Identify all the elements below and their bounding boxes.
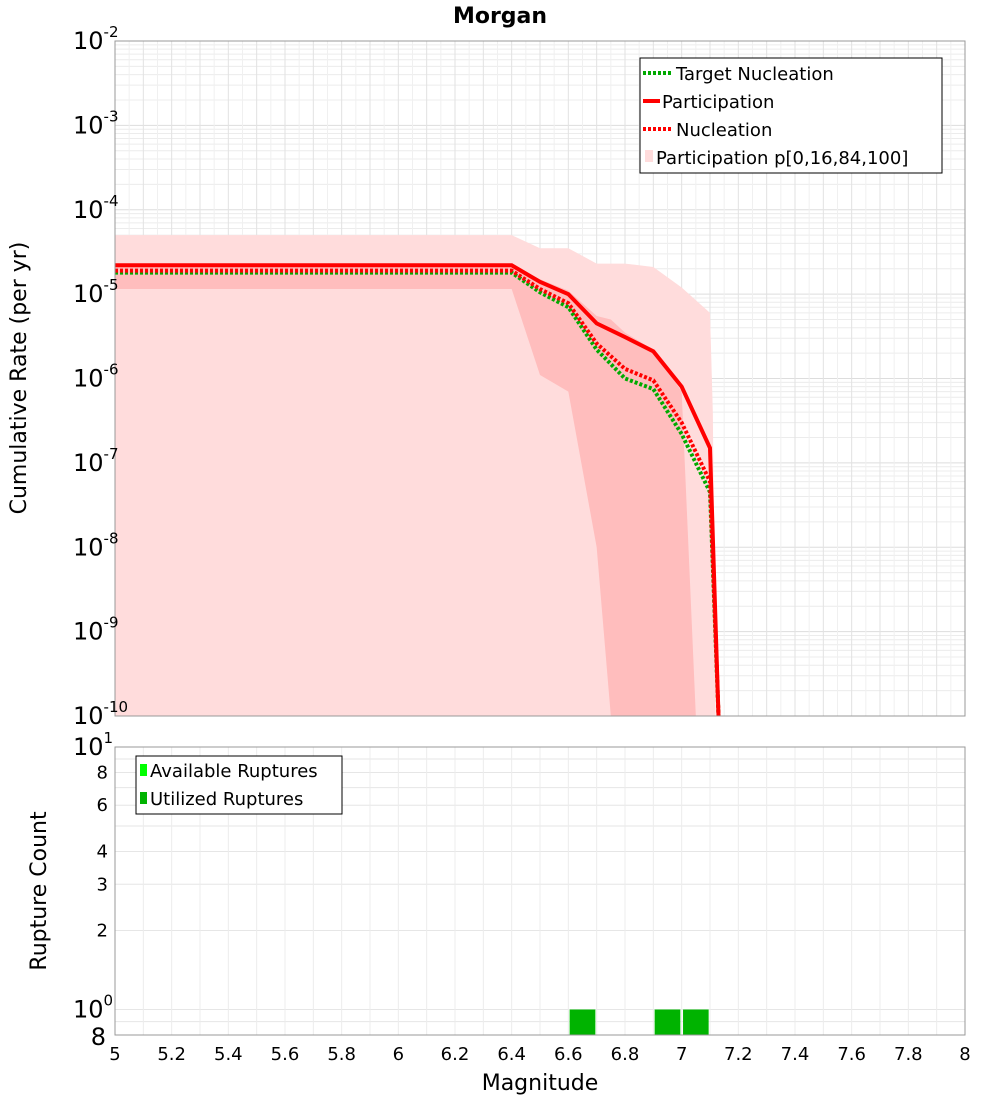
x-axis-ticks: 5 5.2 5.4 5.6 5.8 6 6.2 6.4 6.6 6.8 7 7.2 7.4 7.6 7.8 8 [109,1044,970,1065]
y-tick-label: 10-7 [73,445,119,477]
top-legend-box [639,57,943,174]
x-tick-label: 5 [109,1044,120,1065]
legend-label-participation: Participation [662,92,774,113]
y-tick-label: 100 [73,992,113,1024]
legend-swatch-utilized-ruptures [140,792,147,804]
legend-label-nucleation: Nucleation [676,120,772,141]
x-tick-label: 6.8 [611,1044,640,1065]
legend-label-utilized-ruptures: Utilized Ruptures [150,789,303,810]
x-tick-label: 5.8 [327,1044,356,1065]
bottom-plot-frame [114,746,966,1036]
chart-title: Morgan [453,4,547,29]
series-line-target-nucleation [115,270,721,717]
x-tick-label: 5.4 [214,1044,243,1065]
bottom-y-axis-label: Rupture Count [27,811,52,971]
top-y-axis-label: Cumulative Rate (per yr) [7,242,32,515]
y-tick-label: 10-6 [73,361,119,393]
y-tick-label: 10-3 [73,107,119,139]
y-tick-label: 4 [97,841,108,862]
y-tick-label: 10-5 [73,276,119,308]
x-tick-label: 7.2 [724,1044,753,1065]
x-tick-label: 7.4 [781,1044,810,1065]
legend-label-available-ruptures: Available Ruptures [150,761,318,782]
percentile-band-inner [115,265,696,716]
bottom-bars [569,1009,709,1035]
bar-utilized-ruptures [654,1009,681,1035]
top-y-ticks: 10-10 10-9 10-8 10-7 10-6 10-5 10-4 10-3 10-2 [73,23,128,730]
y-tick-label: 3 [97,874,108,895]
x-axis-label: Magnitude [482,1071,599,1096]
series-line-nucleation [115,268,721,717]
y-tick-label: 10-8 [73,529,119,561]
legend-label-participation-band: Participation p[0,16,84,100] [656,148,908,169]
bar-utilized-ruptures [683,1009,709,1035]
y-tick-label: 10-10 [73,698,128,730]
y-tick-label: 6 [97,795,108,816]
y-tick-label: 8 [91,1023,106,1051]
x-tick-label: 6 [393,1044,404,1065]
series-line-participation [115,263,721,717]
y-tick-label: 101 [73,729,113,761]
bottom-legend-box [135,755,343,815]
bar-utilized-ruptures [569,1009,596,1035]
y-tick-label: 10-2 [73,23,119,55]
y-tick-label: 8 [97,762,108,783]
x-tick-label: 7.8 [894,1044,923,1065]
x-tick-label: 7.6 [837,1044,866,1065]
x-tick-label: 6.6 [554,1044,583,1065]
top-lines [115,263,721,717]
y-tick-label: 2 [97,921,108,942]
top-bands [115,235,716,716]
x-tick-label: 5.6 [271,1044,300,1065]
legend-swatch-participation-band [645,150,653,162]
x-tick-label: 7 [676,1044,687,1065]
bottom-legend: Available Ruptures Utilized Ruptures [135,755,343,815]
legend-label-target-nucleation: Target Nucleation [675,64,834,85]
x-tick-label: 8 [959,1044,970,1065]
x-tick-label: 5.2 [157,1044,186,1065]
y-tick-label: 10-4 [73,192,119,224]
x-tick-label: 6.4 [497,1044,526,1065]
x-tick-label: 6.2 [441,1044,470,1065]
y-tick-label: 10-9 [73,614,119,646]
top-plot-frame [114,40,966,717]
top-legend: Target Nucleation Participation Nucleati… [639,57,943,174]
legend-swatch-available-ruptures [140,764,147,776]
